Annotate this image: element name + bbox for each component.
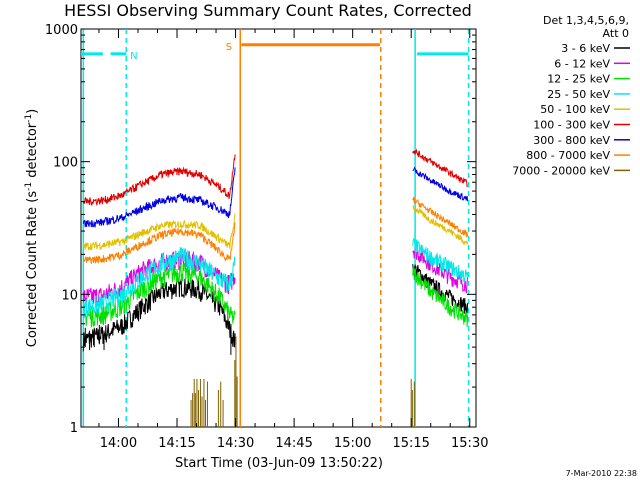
saa-label: S <box>226 42 232 53</box>
legend-label: 12 - 25 keV <box>547 73 610 86</box>
legend-label: 7000 - 20000 keV <box>512 164 610 177</box>
series-line <box>82 262 236 329</box>
series-line <box>412 196 469 238</box>
y-axis: 1 10 100 1000 <box>45 23 476 436</box>
series-line <box>412 166 469 202</box>
y-tick-label: 1000 <box>45 23 78 38</box>
legend-header: Att 0 <box>603 27 629 40</box>
legend-label: 300 - 800 keV <box>533 134 610 147</box>
legend-label: 25 - 50 keV <box>547 88 610 101</box>
series-line <box>412 148 468 188</box>
plot-frame <box>80 28 477 428</box>
footer-timestamp: 7-Mar-2010 22:38 <box>566 469 637 478</box>
legend-label: 6 - 12 keV <box>554 57 610 70</box>
x-tick-label: 15:15 <box>392 436 429 451</box>
legend-label: 100 - 300 keV <box>533 119 610 132</box>
chart-title: HESSI Observing Summary Count Rates, Cor… <box>64 1 472 20</box>
event-markers: NS <box>81 29 470 427</box>
series-line <box>412 204 469 246</box>
series-line <box>82 167 236 228</box>
series-line <box>412 266 469 327</box>
x-axis: 14:00 14:15 14:30 14:45 15:00 15:15 15:30 <box>98 29 488 451</box>
legend-label: 3 - 6 keV <box>561 42 610 55</box>
legend-header: Det 1,3,4,5,6,9, <box>543 14 629 27</box>
series-line <box>412 264 469 315</box>
series-line <box>82 278 236 352</box>
legend: Det 1,3,4,5,6,9,Att 0 3 - 6 keV 6 - 12 keV… <box>512 14 630 177</box>
legend-label: 800 - 7000 keV <box>526 149 610 162</box>
y-tick-label: 1 <box>70 421 78 436</box>
series-line <box>82 154 236 207</box>
series-line <box>82 247 236 319</box>
y-axis-label: Corrected Count Rate (s-1 detector-1) <box>24 109 40 347</box>
series-line <box>82 222 236 264</box>
y-tick-label: 10 <box>61 288 78 303</box>
data-series <box>82 148 469 427</box>
x-tick-label: 14:45 <box>275 436 312 451</box>
y-tick-label: 100 <box>53 156 78 171</box>
x-tick-label: 15:30 <box>451 436 488 451</box>
legend-label: 50 - 100 keV <box>540 103 610 116</box>
x-tick-label: 15:00 <box>334 436 371 451</box>
x-tick-label: 14:15 <box>158 436 195 451</box>
series-line <box>412 237 469 283</box>
x-tick-label: 14:00 <box>100 436 137 451</box>
series-line <box>82 213 236 251</box>
night-label: N <box>130 51 137 62</box>
x-tick-label: 14:30 <box>217 436 254 451</box>
x-axis-label: Start Time (03-Jun-09 13:50:22) <box>175 456 383 471</box>
